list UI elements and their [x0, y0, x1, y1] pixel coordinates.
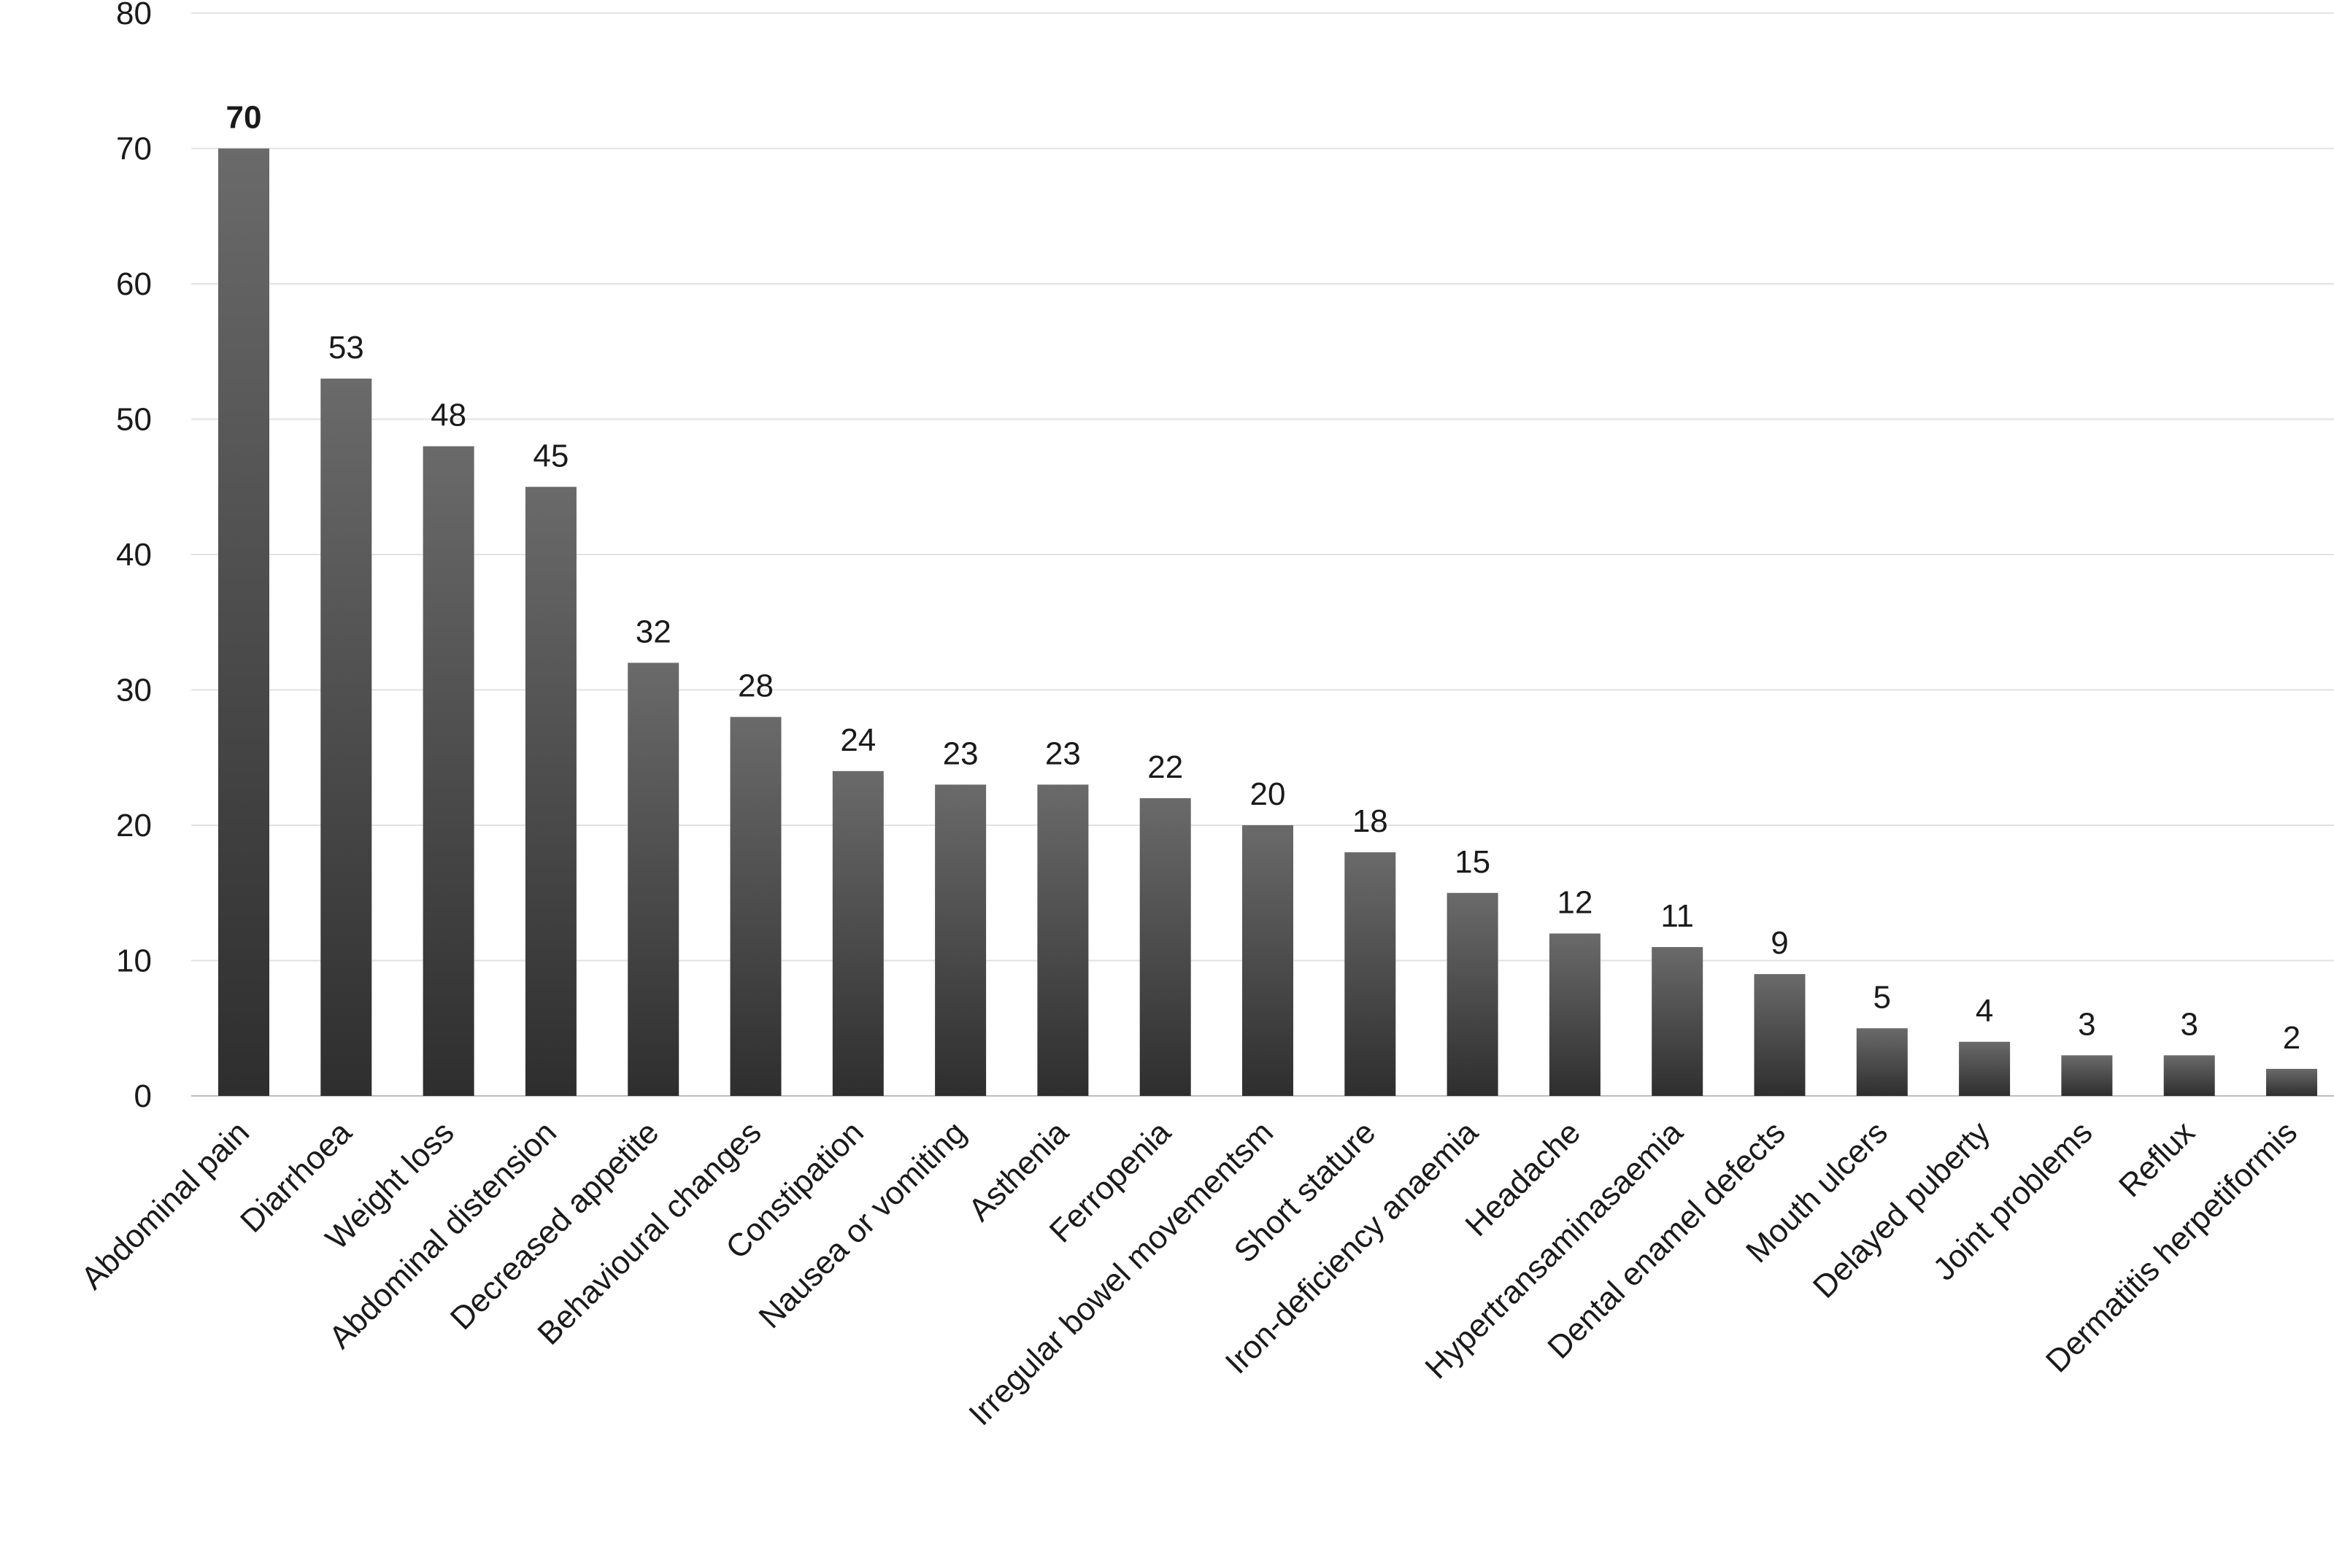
bar — [1856, 1028, 1908, 1096]
bar — [832, 771, 884, 1096]
bar — [2266, 1068, 2317, 1096]
bar — [2163, 1055, 2215, 1096]
bar — [320, 378, 372, 1096]
data-label: 48 — [431, 398, 466, 433]
data-label: 24 — [840, 722, 876, 758]
bar — [1959, 1041, 2011, 1096]
data-label: 3 — [2078, 1006, 2095, 1042]
data-label: 28 — [738, 668, 774, 704]
y-tick-label: 0 — [134, 1078, 152, 1114]
y-tick-label: 60 — [116, 266, 152, 302]
y-tick-label: 10 — [116, 943, 152, 979]
bar — [1139, 797, 1191, 1096]
y-tick-label: 80 — [116, 0, 152, 31]
data-label: 22 — [1147, 749, 1183, 785]
bar — [1037, 784, 1089, 1096]
data-label: 23 — [1045, 735, 1081, 771]
y-tick-label: 20 — [116, 808, 152, 843]
y-tick-label: 30 — [116, 673, 152, 708]
data-label: 18 — [1352, 803, 1388, 839]
y-tick-label: 70 — [116, 131, 152, 167]
data-label: 2 — [2283, 1020, 2300, 1056]
y-axis-ticks: 0 10 20 30 40 50 60 70 80 — [116, 0, 152, 1114]
data-label: 53 — [328, 330, 364, 366]
data-label: 9 — [1771, 925, 1788, 961]
bar — [1242, 825, 1293, 1096]
bars — [218, 148, 2317, 1096]
x-category-label: Delayed puberty — [1806, 1114, 1997, 1305]
bar — [1344, 852, 1396, 1096]
bar — [1652, 946, 1703, 1096]
data-label: 11 — [1660, 898, 1694, 934]
bar — [1447, 892, 1498, 1096]
bar — [423, 446, 474, 1096]
data-label: 20 — [1250, 776, 1286, 812]
data-label: 3 — [2180, 1006, 2198, 1042]
bar — [935, 784, 987, 1096]
bar — [525, 487, 577, 1096]
data-label: 32 — [636, 614, 671, 649]
bar — [1754, 974, 1806, 1096]
y-tick-label: 50 — [116, 402, 152, 438]
data-label: 70 — [226, 100, 262, 136]
bar — [218, 148, 269, 1096]
x-category-label: Abdominal pain — [74, 1114, 256, 1296]
x-category-label: Reflux — [2112, 1114, 2202, 1204]
bar — [2061, 1055, 2113, 1096]
y-tick-label: 40 — [116, 537, 152, 573]
data-label: 45 — [533, 438, 569, 474]
data-label: 23 — [943, 735, 979, 771]
bar — [730, 717, 782, 1096]
data-label: 15 — [1455, 844, 1490, 880]
bar — [1549, 933, 1601, 1096]
bar — [628, 663, 679, 1096]
data-label: 12 — [1557, 884, 1592, 920]
data-label: 5 — [1873, 979, 1891, 1015]
data-label: 4 — [1976, 993, 1993, 1029]
